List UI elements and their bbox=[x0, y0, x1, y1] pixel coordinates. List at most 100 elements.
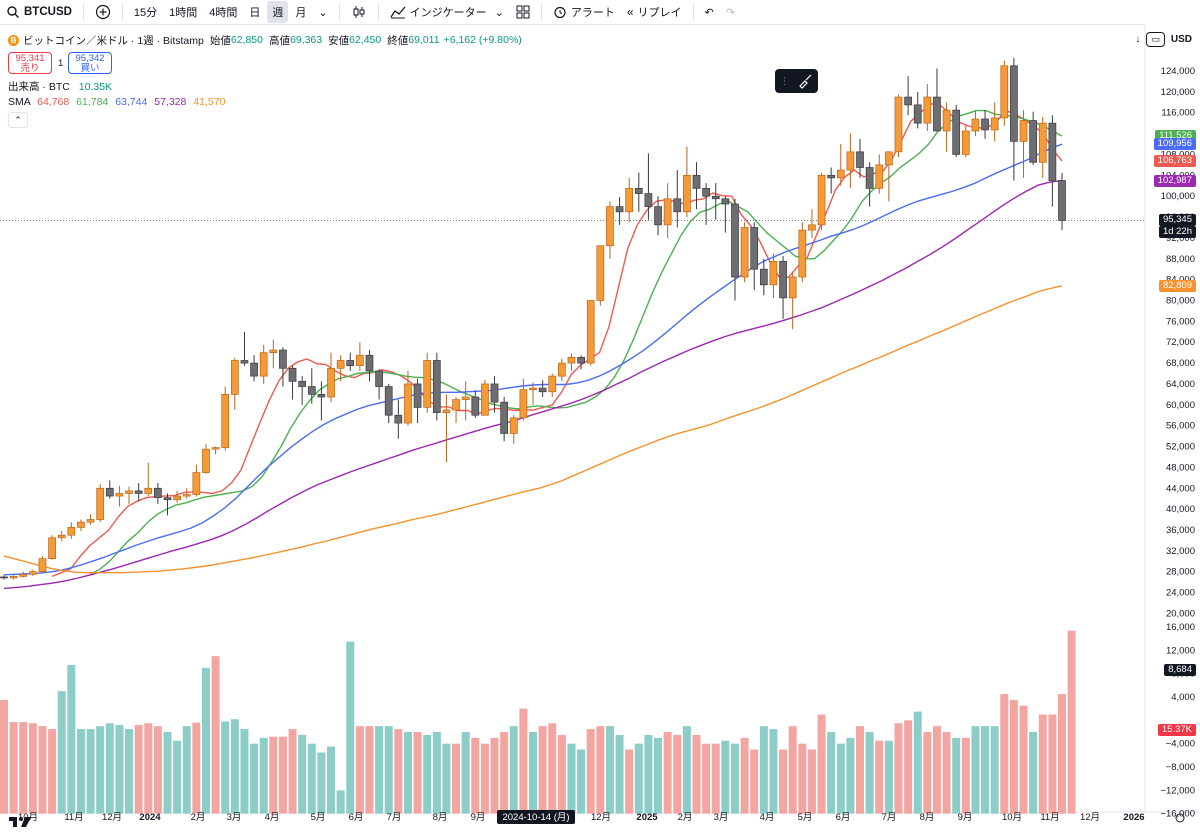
candle-body bbox=[288, 367, 297, 382]
sma-label[interactable]: SMA bbox=[8, 96, 31, 108]
interval-month[interactable]: 月 bbox=[295, 7, 307, 19]
candle-body bbox=[519, 389, 528, 419]
candle-body bbox=[952, 109, 961, 155]
symbol-search-button[interactable]: BTCUSD bbox=[1, 1, 77, 23]
replay-button[interactable]: « リプレイ bbox=[622, 1, 687, 23]
alert-button[interactable]: アラート bbox=[548, 1, 620, 23]
time-axis-label: 8月 bbox=[920, 812, 935, 823]
sma-line-2 bbox=[90, 109, 1063, 575]
buy-price: 95,342 bbox=[75, 53, 105, 64]
price-tick-label: 32,000 bbox=[1166, 546, 1195, 557]
scale-down-arrow-icon[interactable]: ↓ bbox=[1135, 34, 1141, 45]
candle-body bbox=[500, 401, 508, 434]
interval-15m[interactable]: 15分 bbox=[133, 7, 158, 19]
chart-type-button[interactable] bbox=[346, 1, 372, 23]
collapse-legend-button[interactable]: ⌃ bbox=[8, 112, 28, 128]
sma-blue-price-badge: 109,956 bbox=[1153, 138, 1196, 151]
time-axis-label: 3月 bbox=[714, 812, 729, 823]
candle-body bbox=[1010, 65, 1018, 142]
high-label: 高値 bbox=[268, 34, 290, 47]
alarm-clock-icon bbox=[554, 6, 566, 19]
volume-crosshair-badge: 8,684 bbox=[1164, 663, 1196, 676]
legend-title-row: B ビットコイン／米ドル · 1週 · Bitstamp 始値 62,850 高… bbox=[8, 32, 522, 48]
sma-value-5: 41,570 bbox=[193, 96, 226, 108]
divider bbox=[82, 4, 84, 20]
floating-drawing-toolbar[interactable]: ⋮ bbox=[775, 69, 818, 93]
brush-icon[interactable] bbox=[797, 73, 813, 89]
buy-label: 買い bbox=[80, 63, 100, 74]
candle-body bbox=[211, 447, 220, 450]
divider bbox=[377, 4, 379, 20]
volume-bar bbox=[211, 656, 220, 814]
tradingview-logo[interactable] bbox=[8, 815, 34, 834]
chevron-down-icon: ⌄ bbox=[318, 6, 328, 19]
candle-body bbox=[442, 409, 451, 413]
volume-bar bbox=[461, 732, 470, 814]
last-price-badge: 95,345 bbox=[1158, 214, 1196, 227]
time-cursor-background bbox=[497, 810, 575, 824]
volume-bar bbox=[750, 749, 759, 814]
candle-body bbox=[125, 490, 133, 494]
volume-bar bbox=[423, 734, 432, 814]
candle-body bbox=[336, 360, 345, 369]
price-tick-label: 56,000 bbox=[1166, 421, 1195, 432]
layouts-button[interactable] bbox=[511, 1, 535, 23]
time-axis-label: 2024 bbox=[139, 812, 161, 823]
compare-button[interactable] bbox=[90, 1, 116, 23]
candle-body bbox=[875, 164, 884, 189]
candle-body bbox=[105, 487, 114, 497]
undo-button[interactable]: ↶ bbox=[700, 1, 719, 23]
buy-button[interactable]: 95,342 買い bbox=[68, 52, 112, 74]
volume-bar bbox=[57, 691, 66, 814]
volume-bar bbox=[201, 667, 210, 814]
interval-day[interactable]: 日 bbox=[249, 7, 261, 19]
indicators-button[interactable]: インジケーター ⌄ bbox=[385, 1, 509, 23]
candle-body bbox=[163, 497, 172, 501]
volume-bar bbox=[557, 734, 566, 814]
legend-title[interactable]: ビットコイン／米ドル · 1週 · Bitstamp bbox=[23, 34, 204, 47]
candle-body bbox=[327, 367, 335, 398]
candle-body bbox=[269, 349, 278, 353]
candle-body bbox=[481, 383, 489, 416]
sma-purple-price-badge: 102,987 bbox=[1153, 174, 1196, 187]
candle-body bbox=[625, 188, 634, 213]
sell-button[interactable]: 95,341 売り bbox=[8, 52, 52, 74]
price-tick-label: 80,000 bbox=[1166, 295, 1195, 306]
time-axis-label: 8月 bbox=[433, 812, 448, 823]
candle-body bbox=[423, 360, 432, 408]
candle-body bbox=[77, 521, 85, 528]
candle-body bbox=[298, 380, 307, 387]
price-tick-label: 44,000 bbox=[1166, 483, 1195, 494]
currency-label[interactable]: USD bbox=[1170, 34, 1192, 45]
time-axis-label: 3月 bbox=[227, 812, 242, 823]
divider bbox=[692, 4, 694, 20]
interval-dropdown[interactable]: ⌄ bbox=[313, 1, 332, 23]
time-axis-label: 7月 bbox=[387, 812, 402, 823]
volume-bar bbox=[278, 736, 287, 814]
volume-bar bbox=[519, 708, 528, 814]
interval-week[interactable]: 週 bbox=[267, 1, 289, 23]
volume-bar bbox=[403, 732, 412, 814]
redo-button[interactable]: ↷ bbox=[721, 1, 740, 23]
volume-bar bbox=[490, 737, 499, 814]
volume-bar bbox=[730, 743, 739, 814]
interval-4h[interactable]: 4時間 bbox=[209, 7, 238, 19]
time-axis-label: 10月 bbox=[1002, 812, 1022, 823]
currency-conversion-icon[interactable]: ▭ bbox=[1146, 32, 1165, 47]
indicators-label: インジケーター bbox=[409, 7, 487, 19]
candle-body bbox=[798, 229, 807, 278]
price-tick-label: 120,000 bbox=[1161, 87, 1195, 98]
candle-body bbox=[759, 268, 768, 286]
interval-1h[interactable]: 1時間 bbox=[169, 7, 198, 19]
volume-bar bbox=[28, 723, 37, 814]
candle-body bbox=[721, 198, 730, 205]
volume-bar bbox=[798, 743, 807, 814]
drag-handle-icon[interactable]: ⋮ bbox=[780, 75, 789, 86]
candle-body bbox=[702, 188, 710, 197]
volume-label[interactable]: 出来高 · BTC bbox=[8, 81, 70, 93]
candle-body bbox=[154, 487, 162, 498]
candle-body bbox=[317, 394, 326, 398]
volume-bar bbox=[365, 726, 374, 814]
candle-body bbox=[961, 130, 970, 155]
